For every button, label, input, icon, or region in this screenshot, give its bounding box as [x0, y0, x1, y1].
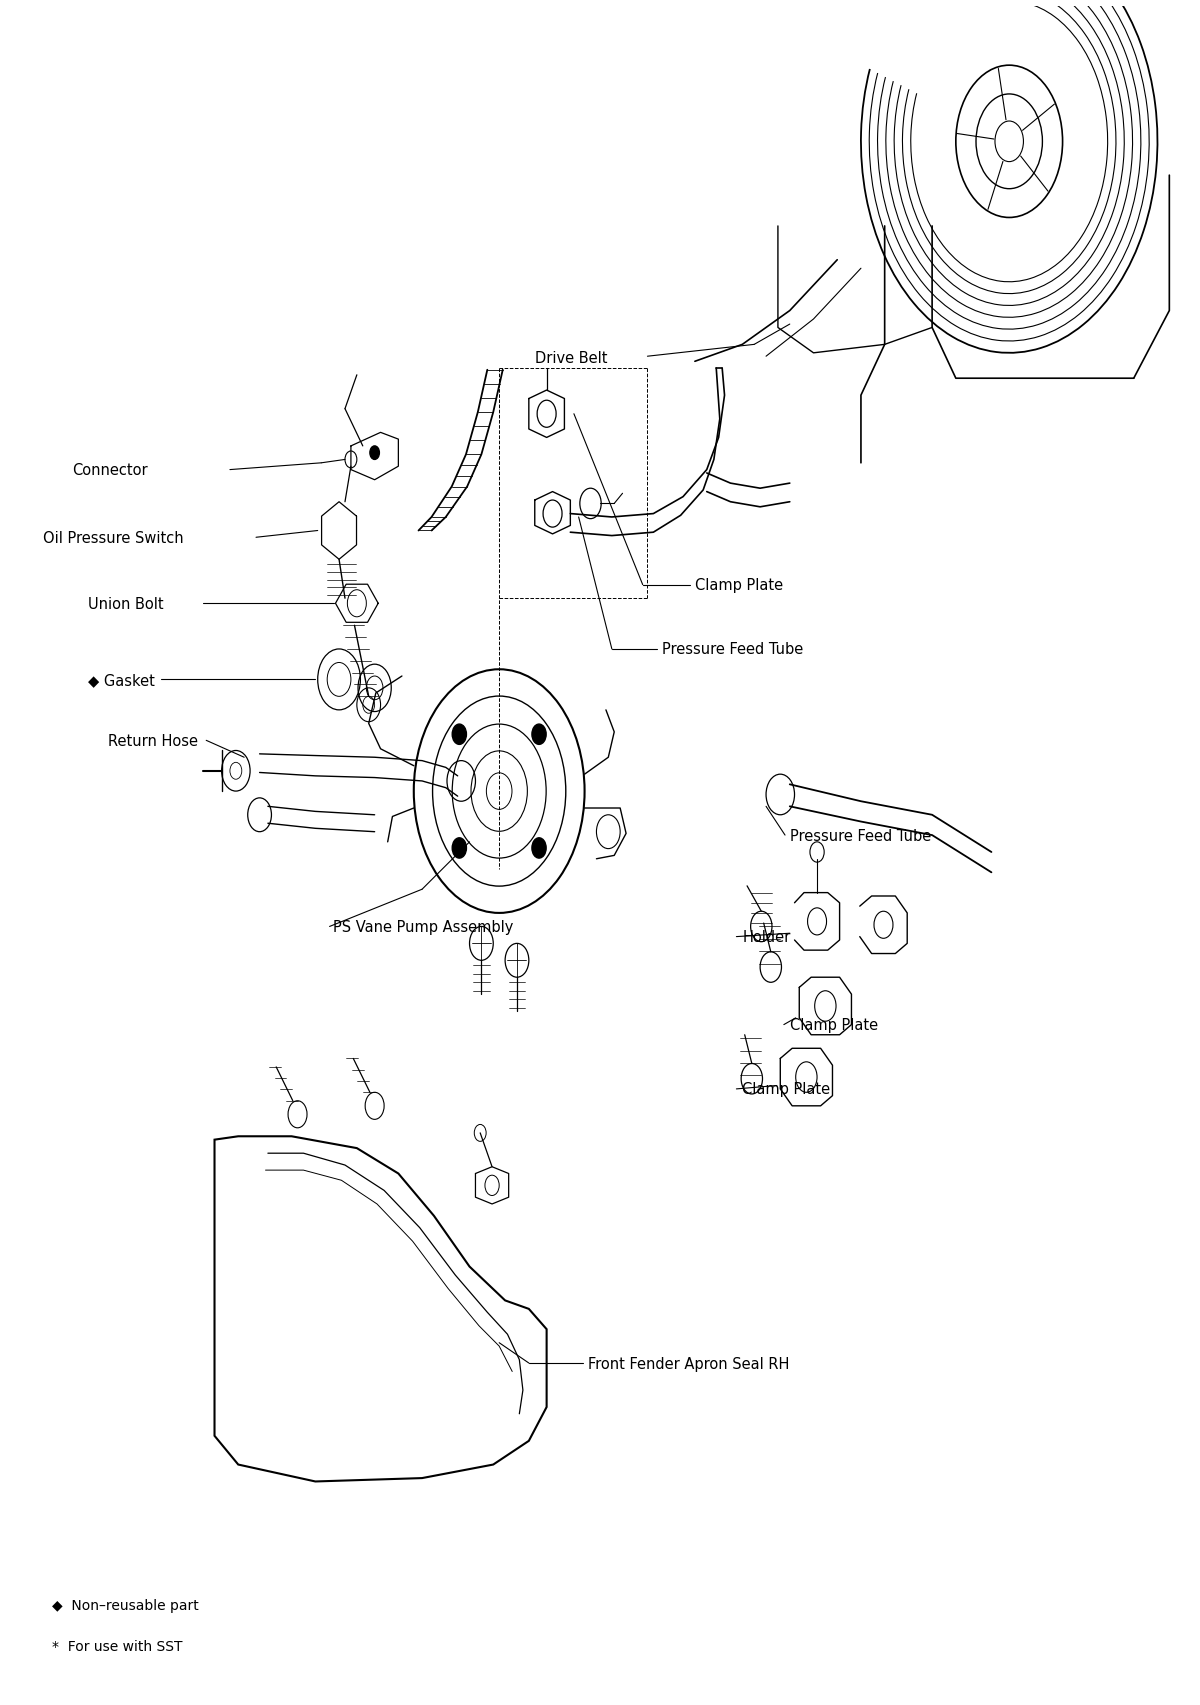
Circle shape: [452, 839, 467, 859]
Text: PS Vane Pump Assembly: PS Vane Pump Assembly: [334, 919, 514, 934]
Text: Drive Belt: Drive Belt: [535, 351, 607, 367]
Circle shape: [452, 725, 467, 745]
Circle shape: [532, 725, 546, 745]
Text: Union Bolt: Union Bolt: [88, 597, 163, 612]
Text: Clamp Plate: Clamp Plate: [695, 578, 784, 593]
Text: Front Fender Apron Seal RH: Front Fender Apron Seal RH: [588, 1355, 790, 1371]
Text: Connector: Connector: [72, 462, 148, 477]
Polygon shape: [215, 1137, 547, 1482]
Text: Oil Pressure Switch: Oil Pressure Switch: [42, 530, 184, 546]
Circle shape: [532, 839, 546, 859]
Text: Clamp Plate: Clamp Plate: [743, 1081, 830, 1096]
Text: *  For use with SST: * For use with SST: [52, 1639, 182, 1652]
Text: Return Hose: Return Hose: [108, 733, 198, 748]
Text: Pressure Feed Tube: Pressure Feed Tube: [790, 829, 931, 842]
Text: ◆ Gasket: ◆ Gasket: [88, 672, 155, 687]
Text: Holder: Holder: [743, 929, 791, 945]
Circle shape: [370, 447, 379, 460]
Text: Pressure Feed Tube: Pressure Feed Tube: [661, 643, 803, 656]
Text: ◆  Non–reusable part: ◆ Non–reusable part: [52, 1598, 199, 1611]
Text: Clamp Plate: Clamp Plate: [790, 1018, 878, 1033]
